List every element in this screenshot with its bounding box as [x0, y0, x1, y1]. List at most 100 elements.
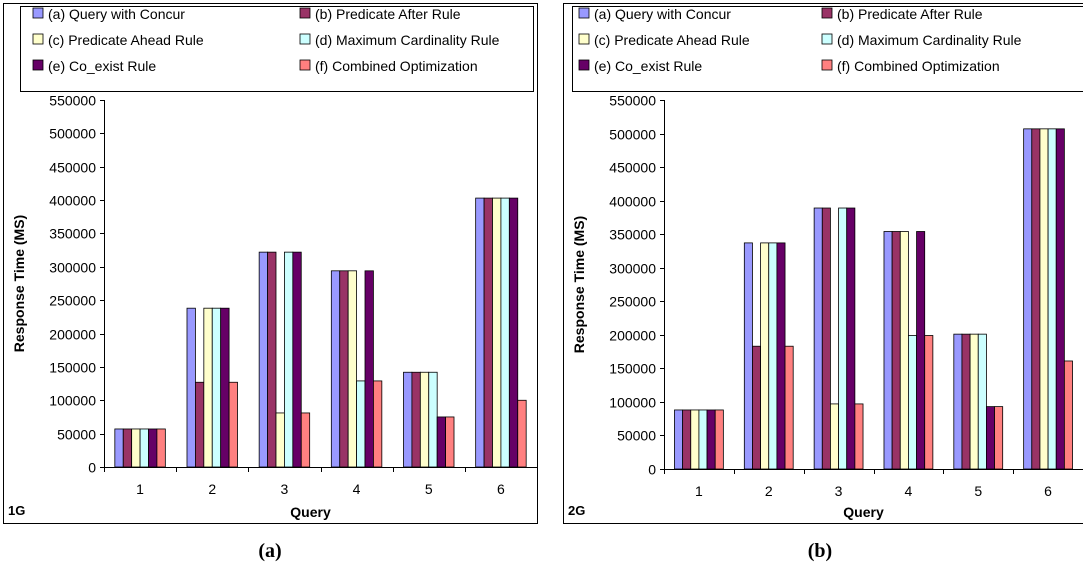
legend-swatch	[578, 7, 590, 19]
y-axis-title: Response Time (MS)	[571, 216, 587, 353]
bar	[339, 270, 349, 468]
y-tick-label: 150000	[49, 360, 96, 376]
bar	[139, 428, 149, 468]
legend-swatch	[821, 33, 833, 45]
bar	[131, 428, 141, 468]
legend-label: (f) Combined Optimization	[315, 58, 478, 74]
y-tick-label: 450000	[49, 160, 96, 176]
bar	[500, 197, 510, 468]
x-axis-title: Query	[843, 504, 884, 520]
y-tick-label: 500000	[49, 126, 96, 142]
bar	[916, 231, 926, 470]
bar	[908, 335, 917, 470]
bar	[364, 270, 374, 468]
x-tick-label: 1	[136, 481, 144, 497]
bar	[924, 335, 934, 470]
bar	[122, 428, 133, 468]
y-tick-label: 250000	[609, 294, 656, 310]
bar	[156, 428, 166, 468]
y-tick-label: 300000	[49, 260, 96, 276]
bar	[698, 409, 708, 470]
y-tick-label: 400000	[609, 194, 656, 210]
legend-swatch	[299, 59, 311, 71]
x-tick-label: 2	[765, 483, 773, 499]
y-tick-label: 250000	[49, 293, 96, 309]
bar	[330, 270, 341, 468]
x-tick-label: 5	[425, 481, 433, 497]
bar	[114, 428, 124, 468]
bar	[838, 207, 848, 470]
bar	[690, 409, 700, 470]
bar	[411, 371, 421, 468]
legend-label: (a) Query with Concur	[48, 6, 185, 22]
bar	[714, 409, 724, 470]
bar	[776, 242, 786, 470]
y-tick-label: 50000	[617, 428, 656, 444]
y-tick-label: 50000	[57, 427, 96, 443]
bar	[356, 380, 366, 468]
y-tick-label: 350000	[609, 227, 656, 243]
bar	[483, 197, 493, 468]
bar	[854, 403, 864, 470]
bar	[419, 371, 430, 468]
bar	[813, 207, 823, 470]
bar	[445, 416, 455, 468]
bar	[292, 251, 302, 468]
legend-label: (e) Co_exist Rule	[48, 58, 156, 74]
y-tick-label: 200000	[49, 327, 96, 343]
bar	[969, 333, 979, 470]
legend-label: (d) Maximum Cardinality Rule	[315, 32, 500, 48]
x-tick-label: 6	[1044, 483, 1052, 499]
y-tick-label: 200000	[609, 328, 656, 344]
bar	[228, 381, 238, 468]
bar	[403, 371, 413, 468]
legend-swatch	[299, 7, 311, 19]
bar	[1063, 360, 1073, 470]
bar	[428, 371, 438, 468]
bar	[275, 412, 285, 468]
corner-label: 1G	[8, 503, 25, 518]
bar	[300, 412, 311, 468]
bar	[994, 406, 1004, 470]
bar	[1023, 128, 1033, 470]
x-axis-title: Query	[290, 504, 331, 520]
y-tick-label: 550000	[49, 93, 96, 109]
x-tick-label: 3	[835, 483, 843, 499]
bar	[508, 197, 519, 468]
bar	[211, 307, 222, 468]
y-tick-label: 400000	[49, 193, 96, 209]
legend-label: (c) Predicate Ahead Rule	[48, 32, 204, 48]
bar	[752, 345, 762, 470]
legend-label: (e) Co_exist Rule	[594, 58, 702, 74]
bar	[1039, 128, 1049, 470]
legend-label: (f) Combined Optimization	[837, 58, 1000, 74]
y-axis-title: Response Time (MS)	[11, 215, 27, 352]
y-tick-label: 300000	[609, 261, 656, 277]
bar	[436, 416, 446, 468]
legend-swatch	[578, 59, 590, 71]
chart-2g: 0500001000001500002000002500003000003500…	[563, 3, 1083, 524]
legend-swatch	[578, 33, 590, 45]
y-tick-label: 0	[648, 462, 656, 478]
bar	[1055, 128, 1065, 470]
y-tick-label: 550000	[609, 93, 656, 109]
bar	[492, 197, 502, 468]
x-tick-label: 1	[695, 483, 703, 499]
y-tick-label: 150000	[609, 361, 656, 377]
bar	[743, 242, 753, 470]
bar	[284, 251, 294, 468]
bar	[846, 207, 856, 470]
bar	[1031, 128, 1041, 470]
bar	[203, 307, 213, 468]
x-tick-label: 5	[974, 483, 982, 499]
bar	[821, 207, 831, 470]
bar	[706, 409, 716, 470]
legend-swatch	[32, 33, 44, 45]
bar	[768, 242, 778, 470]
bar	[961, 333, 971, 470]
y-tick-label: 500000	[609, 127, 656, 143]
legend-swatch	[32, 59, 44, 71]
x-tick-label: 6	[497, 481, 505, 497]
legend	[20, 6, 534, 92]
chart-1g: 0500001000001500002000002500003000003500…	[3, 3, 538, 524]
